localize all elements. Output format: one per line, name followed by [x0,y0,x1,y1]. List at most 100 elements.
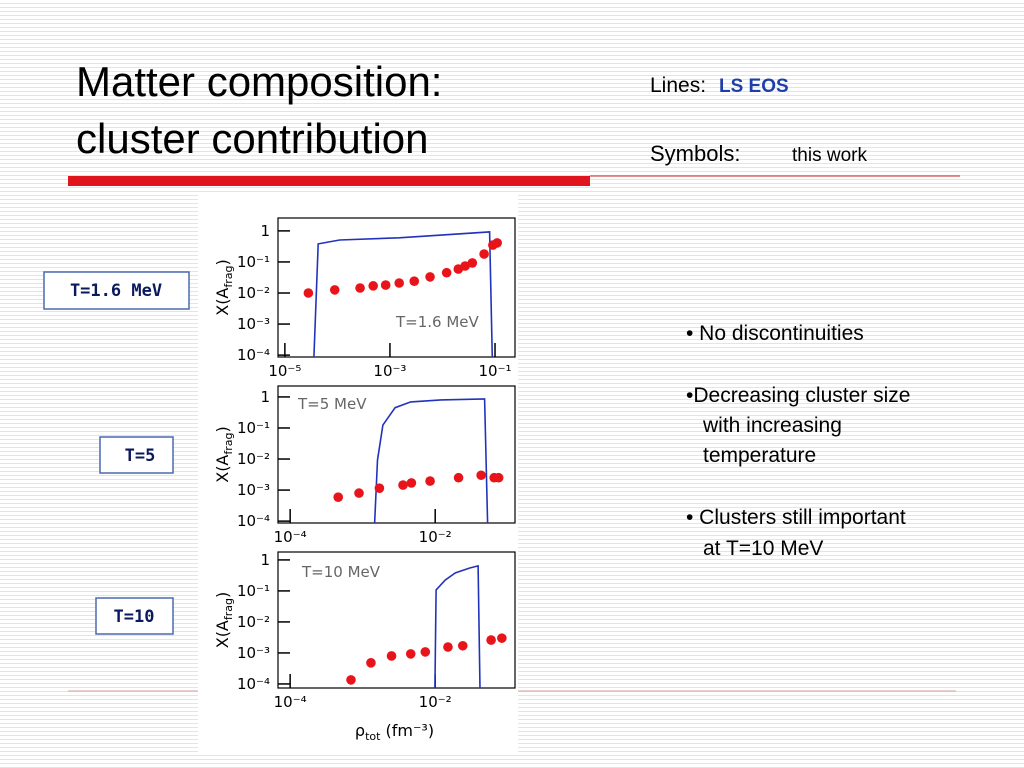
y-tick-label: 1 [260,388,270,406]
plot-area [333,398,504,523]
bullet-text: with increasing [702,414,842,437]
panel-label-box [99,436,174,474]
data-point [380,280,391,290]
axis-label-sub: frag [222,598,235,620]
lines-value: LS EOS [719,76,789,97]
data-point [368,281,379,291]
data-point [460,261,470,271]
title-line: cluster contribution [76,115,429,162]
data-point [467,258,478,268]
series-line [434,564,481,688]
data-point [425,476,435,486]
panel-label: T=5 [125,446,156,466]
axis-label-end: ) [213,592,232,598]
axis-label: X(Afrag) [213,426,235,483]
series-line [373,398,489,523]
lines-label: Lines: [650,74,706,97]
y-tick-label: 10⁻¹ [237,419,270,437]
axis-label-end: ) [213,259,232,265]
y-tick-label: 10⁻³ [237,644,270,662]
y-tick-label: 10⁻³ [237,481,270,499]
data-point [457,640,468,651]
data-point [479,249,489,259]
data-point [398,480,408,490]
axis-label: X(Afrag) [213,592,235,649]
data-point [497,633,507,643]
panel-label-box [43,271,190,310]
plot-frame [277,385,516,524]
plot-frame [277,551,516,689]
axis-label-end: ) [213,426,232,432]
axis-label-main: ρ [355,721,365,740]
plot-frame [277,217,516,358]
data-point [394,278,404,288]
bullet-text: at T=10 MeV [703,537,823,560]
bullet-text: temperature [703,444,816,467]
x-tick-label: 10⁻³ [373,362,406,380]
panel-label-box [95,597,174,635]
data-point [493,472,504,483]
axis-label-sub: frag [222,265,235,287]
x-tick-label: 10⁻¹ [479,362,512,380]
panel-label: T=1.6 MeV [70,281,162,301]
x-tick-label: 10⁻² [419,528,452,546]
data-point [420,647,431,657]
data-point [366,658,376,668]
title-bar [68,176,590,186]
annotation: T=10 MeV [301,563,381,581]
y-tick-label: 10⁻² [237,450,270,468]
data-point [333,492,344,502]
data-point [355,283,365,293]
y-tick-label: 1 [260,222,270,240]
axis-label: ρtot (fm⁻³) [355,721,434,743]
axis-label-main: X(A [213,288,232,316]
data-point [354,488,364,498]
bullet-text: • No discontinuities [686,322,864,345]
data-point [406,478,417,488]
data-point [443,642,453,652]
data-point [476,470,486,481]
data-point [409,276,420,286]
annotation: T=1.6 MeV [395,313,480,331]
x-tick-label: 10⁻⁴ [274,528,307,546]
axis-label-main: X(A [213,455,232,483]
data-point [405,649,416,659]
data-point [386,651,397,661]
annotation: T=5 MeV [297,395,367,413]
y-tick-label: 10⁻⁴ [237,675,270,693]
series-line [313,231,494,357]
y-tick-label: 10⁻⁴ [237,512,270,530]
panel-label: T=10 [114,607,155,627]
symbols-value: this work [792,145,867,166]
data-point [486,635,496,645]
data-point [374,483,385,493]
y-tick-label: 10⁻⁴ [237,346,270,364]
data-point [346,675,356,685]
y-tick-label: 10⁻² [237,284,270,302]
y-tick-label: 10⁻³ [237,315,270,333]
figure-background [198,195,518,752]
data-point [303,288,314,298]
plot-area [303,231,502,357]
data-point [329,285,340,295]
bullet-text: •Decreasing cluster size [686,384,910,407]
data-point [425,272,435,282]
axis-label-sub: frag [222,432,235,454]
bullet-text: • Clusters still important [686,506,906,529]
data-point [453,472,464,483]
y-tick-label: 10⁻¹ [237,253,270,271]
axis-label-main: X(A [213,620,232,648]
plot-area [346,564,507,688]
data-point [492,238,502,248]
x-tick-label: 10⁻² [419,693,452,711]
x-tick-label: 10⁻⁴ [274,693,307,711]
axis-label: X(Afrag) [213,259,235,316]
y-tick-label: 10⁻¹ [237,582,270,600]
symbols-label: Symbols: [650,141,740,166]
x-tick-label: 10⁻⁵ [268,362,301,380]
axis-label-sub: tot [365,730,381,743]
data-point [441,267,452,278]
y-tick-label: 10⁻² [237,613,270,631]
